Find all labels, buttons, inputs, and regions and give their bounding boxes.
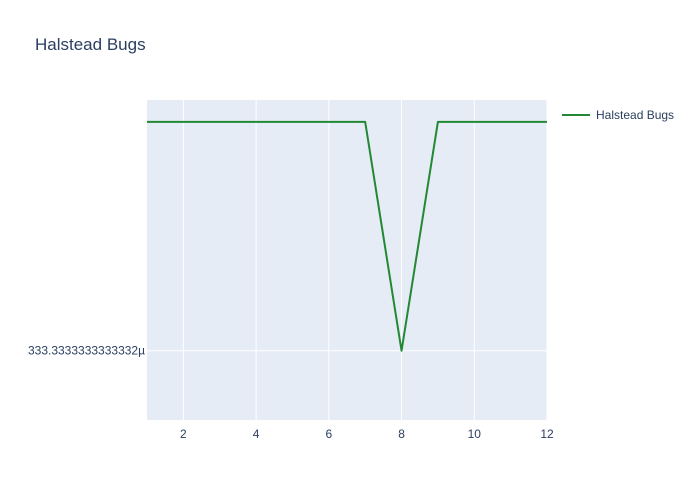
- gridlines: [147, 100, 548, 420]
- x-tick-label: 4: [253, 427, 260, 441]
- series-line: [147, 120, 547, 352]
- x-tick-label: 12: [540, 427, 554, 441]
- y-axis-ticks: 333.3333333333332µ: [28, 344, 145, 358]
- x-axis-ticks: 2 4 6 8 10 12: [180, 427, 554, 441]
- legend-label: Halstead Bugs: [596, 108, 674, 122]
- legend[interactable]: Halstead Bugs: [562, 108, 674, 122]
- plot-area: [147, 100, 547, 420]
- x-tick-label: 10: [468, 427, 482, 441]
- x-tick-label: 8: [398, 427, 405, 441]
- series-layer: [147, 120, 547, 352]
- y-tick-label: 333.3333333333332µ: [28, 344, 145, 358]
- x-tick-label: 6: [325, 427, 332, 441]
- chart-title: Halstead Bugs: [35, 35, 146, 54]
- x-tick-label: 2: [180, 427, 187, 441]
